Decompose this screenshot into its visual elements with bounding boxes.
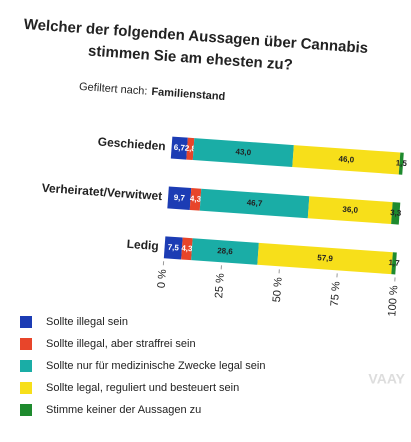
bar-segment [292,145,401,175]
watermark: VAAY [368,371,405,387]
legend-swatch [20,338,32,350]
value-label: 1,5 [395,158,407,168]
legend-swatch [20,316,32,328]
category-label: Geschieden [97,135,166,154]
value-label: 46,0 [338,154,355,164]
value-label: 43,0 [235,147,252,157]
bar-segment [199,188,310,219]
value-label: 46,7 [246,198,263,208]
value-label: 6,7 [173,143,185,153]
category-label: Ledig [126,237,159,253]
category-label: Verheiratet/Verwitwet [41,181,162,203]
x-tick-label: 0 % [156,269,169,289]
value-label: 4,3 [181,244,193,254]
bar-segment [257,242,393,275]
bar-segment [398,152,404,175]
x-tick-label: 25 % [213,273,227,299]
value-label: 1,7 [388,258,400,268]
legend-label: Stimme keiner der Aussagen zu [46,404,201,416]
bar-segment [170,136,188,160]
value-label: 2,8 [184,144,196,154]
bar-segment [192,138,294,168]
legend-swatch [20,382,32,394]
x-tick-label: 75 % [329,281,343,307]
value-label: 7,5 [167,243,179,253]
legend-swatch [20,404,32,416]
bar-segment [189,188,202,211]
bar-segment [167,186,192,210]
legend-label: Sollte illegal, aber straffrei sein [46,338,196,350]
bar-segment [307,196,393,225]
filter-value: Familienstand [151,86,226,103]
bar-segment [163,236,183,260]
bar-segment [191,238,259,265]
value-label: 57,9 [317,253,334,263]
value-label: 4,3 [190,194,202,204]
x-tick-label: 50 % [271,277,285,303]
bar-segment [181,237,193,261]
x-tick-label: 100 % [386,285,400,317]
bar-segment [391,202,401,225]
legend-swatch [20,360,32,372]
value-label: 36,0 [342,205,359,215]
value-label: 3,3 [390,208,402,218]
legend-label: Sollte illegal sein [46,316,128,328]
chart-body: Welcher der folgenden Aussagen über Cann… [23,16,407,317]
bar-segment [186,137,195,161]
legend-label: Sollte nur für medizinische Zwecke legal… [46,360,266,372]
bar-segment [391,252,397,275]
filter-label: Gefiltert nach: [79,81,148,98]
value-label: 9,7 [173,193,185,203]
legend-label: Sollte legal, reguliert und besteuert se… [46,382,239,394]
value-label: 28,6 [217,246,234,256]
